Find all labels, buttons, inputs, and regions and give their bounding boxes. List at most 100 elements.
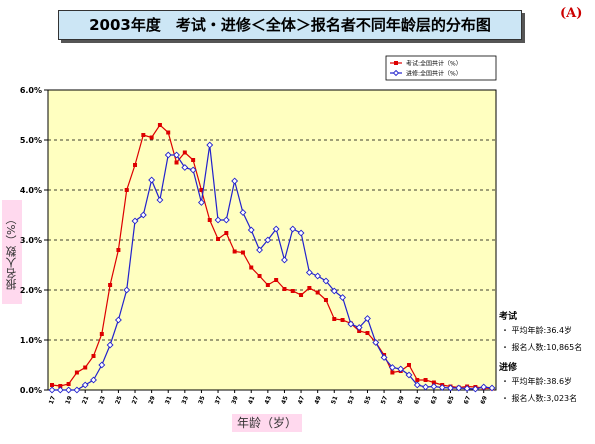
stats-panel: 考试 ・ 平均年龄:36.4岁 ・ 报名人数:10,865名 进修 ・ 平均年龄… bbox=[499, 305, 595, 407]
x-tick-label: 17 bbox=[48, 395, 57, 405]
stats-row: ・ 平均年龄:38.6岁 bbox=[501, 377, 573, 386]
data-point bbox=[488, 384, 496, 392]
data-point bbox=[265, 283, 270, 287]
data-point bbox=[65, 386, 73, 394]
stats-row: ・ 报名人数:10,865名 bbox=[501, 343, 583, 352]
data-point bbox=[372, 339, 380, 346]
x-tick-label: 29 bbox=[147, 395, 156, 405]
x-tick-label: 61 bbox=[413, 395, 422, 405]
data-point bbox=[148, 176, 156, 184]
x-tick-label: 69 bbox=[479, 395, 488, 405]
x-tick-label: 53 bbox=[347, 395, 356, 405]
x-tick-label: 33 bbox=[181, 395, 190, 405]
x-tick-label: 41 bbox=[247, 395, 256, 405]
data-point bbox=[90, 376, 97, 384]
data-point bbox=[315, 290, 320, 295]
data-point bbox=[388, 364, 396, 371]
data-point bbox=[222, 216, 230, 224]
y-tick-label: 2.0% bbox=[20, 286, 42, 295]
legend-marker bbox=[392, 69, 400, 77]
data-point bbox=[290, 289, 295, 293]
data-point bbox=[216, 237, 221, 241]
data-point bbox=[98, 361, 106, 369]
x-tick-label: 51 bbox=[330, 395, 339, 405]
data-point bbox=[365, 331, 370, 335]
data-point bbox=[181, 164, 189, 171]
stats-group-title: 考试 bbox=[499, 312, 518, 322]
data-point bbox=[206, 141, 214, 149]
data-point bbox=[199, 188, 204, 192]
chart-title: 2003年度 考试・进修＜全体＞报名者不同年龄层的分布图 bbox=[58, 10, 522, 40]
data-point bbox=[447, 384, 454, 392]
data-point bbox=[240, 250, 245, 255]
data-point bbox=[149, 135, 154, 140]
data-point bbox=[191, 158, 196, 162]
data-point bbox=[174, 160, 179, 165]
data-point bbox=[108, 283, 113, 287]
y-tick-label: 4.0% bbox=[20, 186, 42, 195]
data-point bbox=[83, 365, 88, 370]
data-point bbox=[91, 354, 96, 358]
data-point bbox=[99, 332, 104, 336]
data-point bbox=[239, 209, 247, 216]
data-point bbox=[297, 229, 305, 237]
data-point bbox=[397, 365, 405, 373]
y-tick-label: 5.0% bbox=[20, 136, 42, 145]
data-point bbox=[282, 287, 287, 291]
data-point bbox=[340, 318, 345, 322]
data-point bbox=[56, 386, 64, 394]
data-point bbox=[81, 381, 89, 389]
stats-row: ・ 平均年龄:36.4岁 bbox=[501, 326, 573, 335]
legend bbox=[385, 55, 497, 81]
data-point bbox=[257, 274, 262, 278]
data-point bbox=[355, 324, 363, 331]
data-point bbox=[307, 286, 312, 290]
x-tick-label: 27 bbox=[131, 395, 140, 405]
x-tick-label: 59 bbox=[396, 395, 405, 405]
data-point bbox=[272, 225, 280, 233]
data-point bbox=[323, 298, 328, 302]
x-tick-label: 63 bbox=[430, 395, 439, 405]
data-point bbox=[415, 378, 420, 382]
x-tick-label: 43 bbox=[264, 395, 273, 405]
data-point bbox=[197, 199, 205, 206]
data-point bbox=[430, 383, 438, 390]
data-point bbox=[249, 265, 254, 270]
x-tick-label: 25 bbox=[114, 395, 123, 405]
x-axis-label: 年龄（岁） bbox=[232, 414, 302, 432]
x-tick-label: 45 bbox=[280, 395, 289, 405]
data-point bbox=[58, 384, 63, 388]
data-point bbox=[131, 217, 139, 225]
x-tick-label: 37 bbox=[214, 395, 223, 405]
data-point bbox=[214, 216, 222, 224]
legend-marker bbox=[394, 61, 398, 65]
data-point bbox=[124, 188, 129, 192]
x-tick-label: 67 bbox=[463, 395, 472, 405]
y-tick-label: 0.0% bbox=[20, 386, 42, 395]
data-point bbox=[322, 277, 330, 285]
data-point bbox=[380, 354, 388, 361]
data-point bbox=[164, 151, 172, 159]
stats-row: ・ 报名人数:3,023名 bbox=[501, 394, 578, 403]
x-tick-label: 49 bbox=[313, 395, 322, 405]
data-point bbox=[390, 370, 395, 375]
data-point bbox=[256, 246, 263, 254]
x-tick-label: 35 bbox=[197, 395, 206, 405]
data-point bbox=[422, 383, 430, 391]
data-point bbox=[347, 320, 355, 328]
data-point bbox=[299, 293, 304, 297]
data-point bbox=[364, 315, 371, 322]
data-point bbox=[330, 287, 338, 295]
data-point bbox=[431, 380, 436, 385]
data-point bbox=[281, 256, 288, 264]
x-tick-label: 47 bbox=[297, 395, 306, 405]
data-point bbox=[332, 317, 337, 321]
stats-group-title: 进修 bbox=[499, 363, 518, 373]
data-point bbox=[423, 378, 428, 382]
data-point bbox=[106, 341, 114, 349]
data-point bbox=[305, 269, 313, 276]
data-point bbox=[139, 211, 147, 219]
x-tick-label: 23 bbox=[98, 395, 107, 405]
x-tick-label: 31 bbox=[164, 395, 173, 405]
legend-label: 考试:全国共计（%） bbox=[406, 60, 462, 68]
